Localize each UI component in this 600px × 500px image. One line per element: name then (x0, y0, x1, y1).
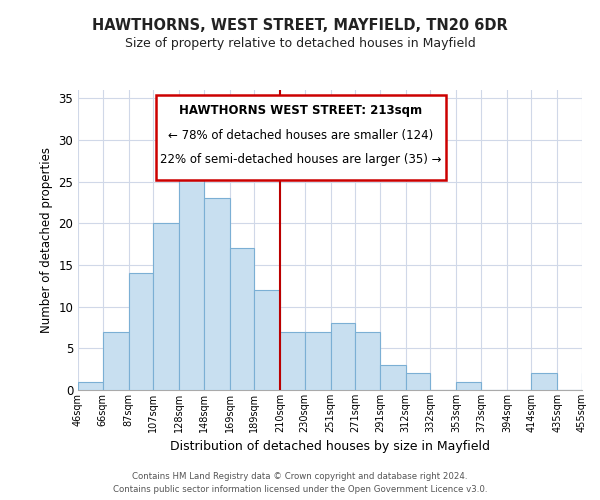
Bar (406, 374, 430, 390)
Bar (78, 382, 103, 390)
Bar (280, 332, 305, 390)
Text: Size of property relative to detached houses in Mayfield: Size of property relative to detached ho… (125, 38, 475, 51)
Text: Contains HM Land Registry data © Crown copyright and database right 2024.: Contains HM Land Registry data © Crown c… (132, 472, 468, 481)
Bar (128, 274, 153, 390)
Text: 22% of semi-detached houses are larger (35) →: 22% of semi-detached houses are larger (… (160, 153, 442, 166)
Text: HAWTHORNS, WEST STREET, MAYFIELD, TN20 6DR: HAWTHORNS, WEST STREET, MAYFIELD, TN20 6… (92, 18, 508, 32)
Bar (380, 365, 406, 390)
Text: ← 78% of detached houses are smaller (124): ← 78% of detached houses are smaller (12… (169, 129, 434, 142)
X-axis label: Distribution of detached houses by size in Mayfield: Distribution of detached houses by size … (170, 440, 490, 454)
Bar (254, 290, 280, 390)
Bar (103, 332, 128, 390)
Text: HAWTHORNS WEST STREET: 213sqm: HAWTHORNS WEST STREET: 213sqm (179, 104, 422, 117)
Bar (331, 324, 355, 390)
Bar (153, 224, 179, 390)
Bar (532, 374, 557, 390)
Text: Contains public sector information licensed under the Open Government Licence v3: Contains public sector information licen… (113, 485, 487, 494)
Bar (355, 332, 380, 390)
Bar (305, 332, 331, 390)
Y-axis label: Number of detached properties: Number of detached properties (40, 147, 53, 333)
Bar (457, 382, 481, 390)
Bar (230, 248, 254, 390)
FancyBboxPatch shape (156, 94, 446, 180)
Bar (582, 374, 600, 390)
Bar (203, 198, 230, 390)
Bar (179, 148, 203, 390)
